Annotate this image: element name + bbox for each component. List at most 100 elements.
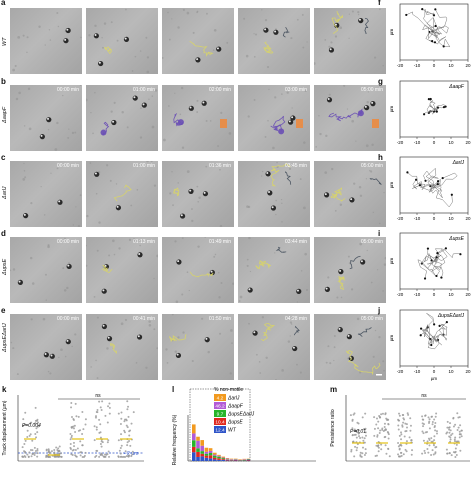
timestamp-label: 02:00 min <box>209 87 231 93</box>
microscopy-frame: 00:00 min <box>10 314 82 380</box>
legend-value: 10.4 <box>215 420 225 426</box>
row-label: ΔupsE <box>2 259 8 275</box>
timestamp-label: 00:00 min <box>57 87 79 93</box>
timestamp-label: 01:49 min <box>209 239 231 245</box>
axis-tick-label: 0 <box>433 140 436 145</box>
plot-title: ΔupsE <box>448 236 464 242</box>
axis-tick-label: 0 <box>433 216 436 221</box>
axis-tick-label: 0 <box>433 369 436 374</box>
panel-letter: b <box>1 77 6 86</box>
legend-name: WT <box>228 428 237 434</box>
axis-tick-label: 20 <box>465 140 471 145</box>
microscopy-frame: 01:36 min <box>162 161 234 227</box>
significance-label: ns <box>421 393 427 399</box>
timestamp-label: 00:00 min <box>57 316 79 322</box>
microscopy-frame: 01:13 min <box>86 237 158 303</box>
panel-letter: l <box>172 385 174 394</box>
axis-tick-label: -20 <box>397 216 404 221</box>
microscopy-frame: 05:00 min <box>314 314 386 380</box>
timestamp-label: 04:28 min <box>285 316 307 322</box>
timestamp-label: 05:00 min <box>361 316 383 322</box>
axis-tick-label: 10 <box>448 292 454 297</box>
legend-value: 4.2 <box>217 396 224 402</box>
timestamp-label: 00:00 min <box>57 163 79 169</box>
legend-name: ΔaapF <box>227 404 244 410</box>
timestamp-label: 05:00 min <box>361 239 383 245</box>
axis-tick-label: -10 <box>414 63 421 68</box>
row-label: ΔupsEΔarlJ <box>2 323 8 352</box>
microscopy-frame: 00:00 min <box>10 161 82 227</box>
p-value-label: P=0.01 <box>350 429 366 435</box>
significance-label: ns <box>95 393 101 399</box>
plot-title: ΔarlJ <box>452 160 465 166</box>
axis-tick-label: -20 <box>397 292 404 297</box>
microscopy-frame: 01:50 min <box>162 314 234 380</box>
microscopy-frame <box>314 8 386 74</box>
axis-label: µm <box>431 376 438 381</box>
panel-letter: g <box>378 77 383 86</box>
legend-title: % non-motile <box>214 387 243 393</box>
microscopy-frame: 01:00 min <box>86 85 158 151</box>
plot-title: ΔupsEΔarlJ <box>437 313 465 319</box>
panel-letter: i <box>378 229 380 238</box>
timestamp-label: 01:36 min <box>209 163 231 169</box>
microscopy-frame: 00:41 min <box>86 314 158 380</box>
panel-letter: m <box>330 385 337 394</box>
microscopy-frame: 03:44 min <box>238 237 310 303</box>
panel-letter: e <box>1 306 5 315</box>
timestamp-label: 03:44 min <box>285 239 307 245</box>
row-label: WT <box>2 37 8 46</box>
panel-letter: j <box>378 306 380 315</box>
row-label: ΔarlJ <box>2 186 8 199</box>
axis-tick-label: -20 <box>397 140 404 145</box>
timestamp-label: 03:45 min <box>285 163 307 169</box>
axis-label: µm <box>389 335 394 342</box>
timestamp-label: 00:00 min <box>57 239 79 245</box>
microscopy-frame: 00:00 min <box>10 237 82 303</box>
microscopy-frame <box>86 8 158 74</box>
timestamp-label: 03:00 min <box>285 87 307 93</box>
panel-letter: d <box>1 229 6 238</box>
axis-tick-label: 20 <box>465 216 471 221</box>
axis-tick-label: 10 <box>448 369 454 374</box>
panel-m: m Persistence ratio ns P=0.01 <box>328 385 474 474</box>
timestamp-label: 01:00 min <box>133 163 155 169</box>
timestamp-label: 01:13 min <box>133 239 155 245</box>
legend-value: 9.7 <box>217 412 224 418</box>
axis-label: µm <box>389 258 394 265</box>
timestamp-label: 00:41 min <box>133 316 155 322</box>
panel-letter: a <box>1 0 5 7</box>
panel-letter: h <box>378 153 383 162</box>
axis-label: µm <box>389 182 394 189</box>
axis-tick-label: -20 <box>397 369 404 374</box>
microscopy-frame: 03:45 min <box>238 161 310 227</box>
axis-tick-label: 0 <box>433 63 436 68</box>
microscopy-frame <box>162 8 234 74</box>
legend-value: 12.4 <box>215 428 225 434</box>
microscopy-frame: 01:49 min <box>162 237 234 303</box>
microscopy-frame: 05:00 min <box>314 161 386 227</box>
axis-tick-label: 20 <box>465 292 471 297</box>
timestamp-label: 05:00 min <box>361 163 383 169</box>
axis-label: Persistence ratio <box>330 409 336 446</box>
panel-letter: f <box>378 0 381 7</box>
microscopy-frame: 00:00 min <box>10 85 82 151</box>
microscopy-frame: 01:00 min <box>86 161 158 227</box>
legend-name: ΔarlJ <box>227 396 240 402</box>
axis-label: µm <box>389 29 394 36</box>
panel-letter: c <box>1 153 5 162</box>
timestamp-label: 05:00 min <box>361 87 383 93</box>
axis-tick-label: 20 <box>465 369 471 374</box>
microscopy-frame <box>10 8 82 74</box>
timestamp-label: 01:50 min <box>209 316 231 322</box>
plot-title: ΔaapF <box>448 84 465 90</box>
axis-label: Track displacement (µm) <box>2 400 8 455</box>
